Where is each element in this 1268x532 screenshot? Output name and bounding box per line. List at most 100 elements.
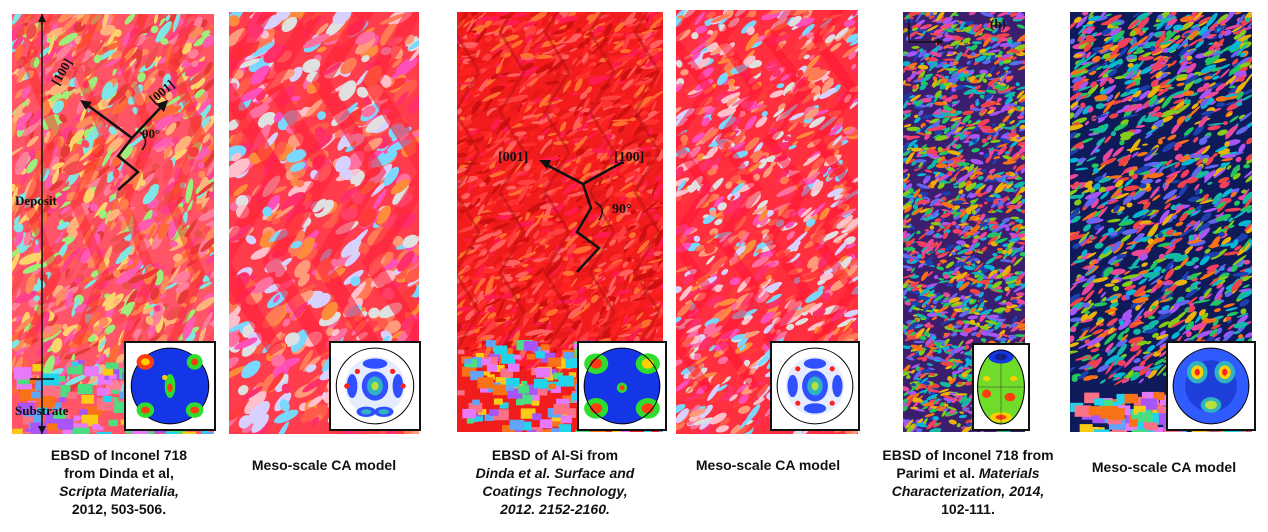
grain [17,193,26,201]
grain [506,231,518,248]
grain [457,108,463,117]
grain [536,69,549,79]
grain [738,405,751,414]
grain [229,365,246,379]
grain [203,148,214,168]
grain [713,302,721,309]
grain [568,372,577,378]
grain [676,421,685,431]
grain [807,321,826,331]
grain [558,303,564,310]
grain [22,431,38,434]
grain [803,54,810,60]
grain [242,386,263,401]
grain [741,330,760,339]
grain [380,330,393,342]
grain [207,165,214,181]
grain [834,149,840,156]
grain [590,99,604,118]
grain [61,16,78,32]
grain [393,79,418,103]
grain [142,187,159,205]
grain [958,189,964,195]
grain [577,41,586,49]
grain [475,49,481,58]
grain [623,239,635,250]
grain [959,77,965,82]
grain [822,231,839,241]
grain [619,195,626,202]
grain [202,207,209,214]
grain [729,394,738,402]
grain [613,42,625,50]
grain [60,144,71,159]
grain [102,46,109,53]
grain [516,296,527,313]
grain [614,21,625,33]
grain [538,317,550,323]
grain [548,16,553,23]
grain [731,129,746,147]
grain [801,66,821,78]
grain [462,408,476,419]
grain [607,48,624,54]
grain [924,169,933,173]
grain [344,251,361,267]
grain [550,385,561,393]
grain [479,15,501,22]
grain [767,299,782,309]
grain [511,330,521,347]
grain [493,137,511,144]
grain [639,156,648,175]
grain [566,211,586,222]
grain [207,23,214,30]
grain [707,384,720,401]
grain [755,116,768,128]
grain [193,34,211,47]
grain [533,39,547,46]
grain [569,47,578,53]
grain [676,359,684,368]
grain [540,344,550,351]
grain [248,40,260,56]
grain [676,317,682,324]
grain [182,60,191,68]
grain [676,195,683,202]
grain [1010,216,1020,220]
grain [635,77,654,86]
grain [570,306,589,320]
grain [523,38,533,57]
grain [63,344,71,352]
grain [544,288,556,297]
grain [630,91,645,104]
grain [476,328,491,340]
grain [648,39,663,49]
angle-label-a: 90° [142,126,161,141]
grain [741,20,757,34]
grain [611,259,623,265]
grain [606,250,619,257]
grain [744,137,760,152]
grain [537,361,549,367]
grain [994,182,1004,194]
grain [548,357,562,367]
grain [963,265,975,271]
grain [822,167,832,178]
grain [175,282,190,293]
grain [693,235,701,243]
grain [189,72,206,86]
grain [488,108,501,118]
grain [508,104,521,111]
grain [576,73,592,79]
grain [502,318,512,328]
grain [22,122,40,137]
grain [676,60,683,68]
grain [635,312,644,321]
grain [534,52,539,60]
grain [16,315,22,323]
grain [574,77,583,92]
grain [576,111,583,120]
grain [745,104,764,111]
grain [471,100,482,113]
grain [788,15,802,27]
